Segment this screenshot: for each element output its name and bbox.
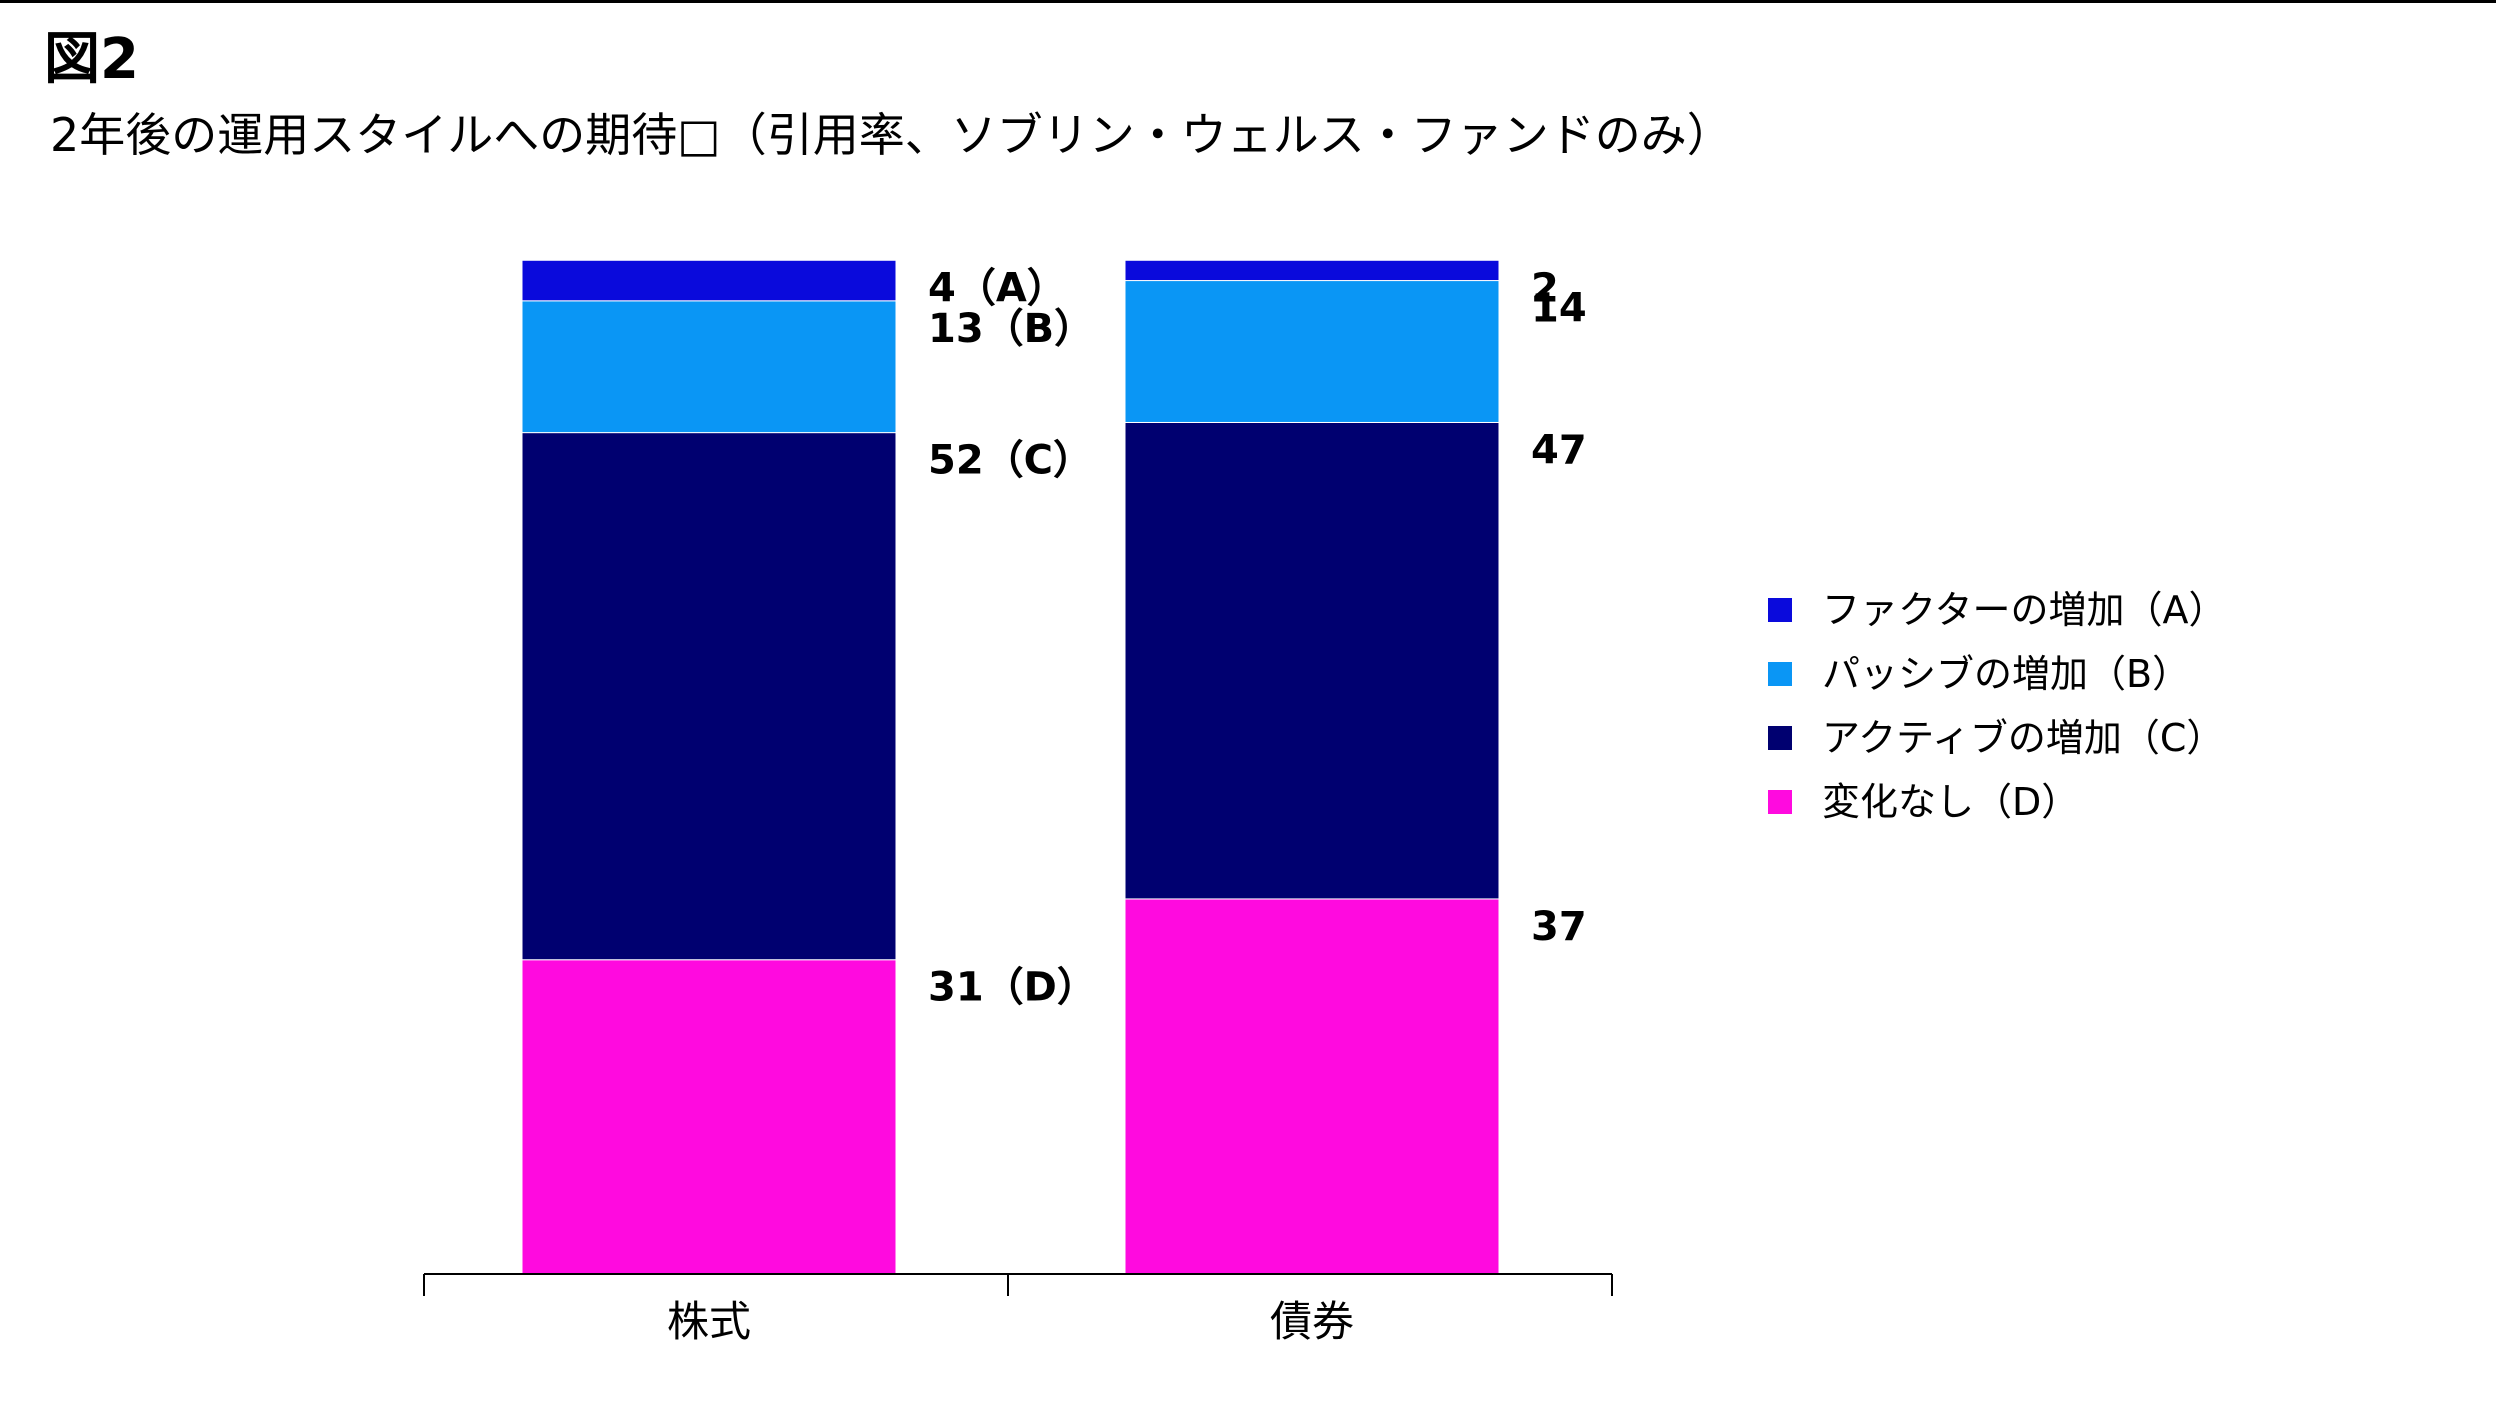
legend-swatch-b: [1768, 662, 1792, 686]
figure-label: 図2: [44, 27, 139, 92]
legend-label-b: パッシブの増加（B）: [1822, 652, 2191, 696]
legend-item-a: ファクターの増加（A）: [1768, 586, 2226, 634]
bar-segment-d-1: [521, 959, 897, 1275]
chart-legend: ファクターの増加（A） パッシブの増加（B） アクティブの増加（C） 変化なし（D）: [1768, 586, 2226, 842]
category-label-1: 株式: [667, 1297, 751, 1346]
bar-segment-b-1: [521, 300, 897, 434]
bar-segment-a-1: [521, 259, 897, 302]
bar-segment-b-2: [1124, 280, 1500, 423]
figure-title: 2年後の運用スタイルへの期待□（引用率、ソブリン・ウェルス・ファンドのみ）: [50, 108, 1733, 162]
legend-item-d: 変化なし（D）: [1768, 778, 2226, 826]
bar-segment-c-2: [1124, 421, 1500, 900]
bar-segment-c-1: [521, 432, 897, 961]
data-label-d-2: 37: [1531, 904, 1587, 950]
legend-label-c: アクティブの増加（C）: [1822, 716, 2225, 760]
data-label-c-1: 52（C）: [928, 438, 1093, 484]
data-label-b-2: 14: [1531, 286, 1587, 332]
top-rule: [0, 0, 2496, 3]
legend-swatch-a: [1768, 598, 1792, 622]
data-label-a-1: 4（A）: [928, 265, 1067, 311]
data-label-b-1: 13（B）: [928, 306, 1094, 352]
data-label-c-2: 47: [1531, 427, 1587, 473]
data-label-a-2: 2: [1531, 265, 1559, 311]
bar-segment-d-2: [1124, 898, 1500, 1275]
legend-swatch-d: [1768, 790, 1792, 814]
legend-label-d: 変化なし（D）: [1822, 780, 2080, 824]
bar-segment-a-2: [1124, 259, 1500, 282]
legend-label-a: ファクターの増加（A）: [1822, 588, 2227, 632]
category-label-2: 債券: [1270, 1297, 1354, 1346]
legend-item-c: アクティブの増加（C）: [1768, 714, 2226, 762]
data-label-d-1: 31（D）: [928, 965, 1097, 1011]
legend-item-b: パッシブの増加（B）: [1768, 650, 2226, 698]
legend-swatch-c: [1768, 726, 1792, 750]
